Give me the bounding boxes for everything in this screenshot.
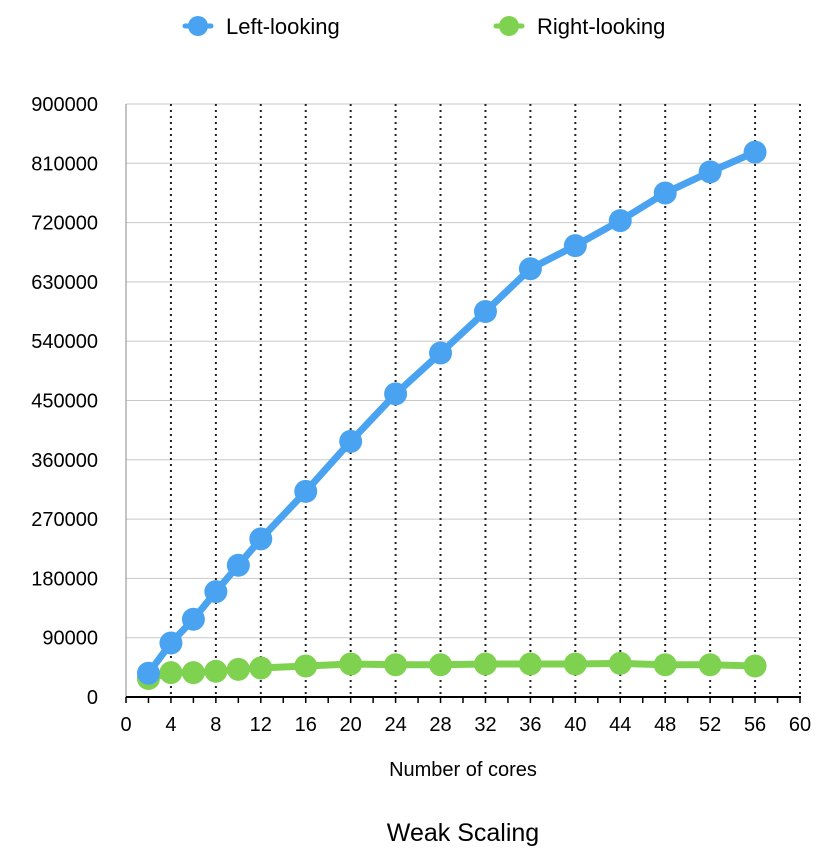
y-tick-label: 720000 — [31, 213, 98, 235]
series-line-left-looking — [144, 148, 759, 677]
axes — [125, 104, 801, 703]
x-tick-label: 36 — [519, 714, 541, 736]
x-tick-label: 12 — [250, 714, 272, 736]
legend-item-right-looking: Right-looking — [493, 14, 665, 39]
y-tick-label: 540000 — [31, 331, 98, 353]
y-tick-label: 90000 — [42, 628, 98, 650]
data-point-left-looking — [294, 479, 318, 503]
data-point-right-looking — [518, 652, 542, 676]
series-right-looking — [136, 651, 767, 691]
series-left-looking — [136, 140, 767, 685]
grid — [126, 103, 801, 697]
data-point-right-looking — [743, 654, 767, 678]
data-point-left-looking — [226, 553, 250, 577]
y-tick-label: 450000 — [31, 391, 98, 413]
x-tick-label: 24 — [384, 714, 406, 736]
legend-swatch-marker — [188, 16, 208, 36]
legend-swatch-marker — [499, 16, 519, 36]
data-point-right-looking — [384, 653, 408, 677]
y-tick-label: 0 — [87, 687, 98, 709]
y-tick-label: 180000 — [31, 568, 98, 590]
data-point-left-looking — [563, 234, 587, 258]
x-tick-label: 40 — [564, 714, 586, 736]
data-point-right-looking — [294, 654, 318, 678]
data-point-left-looking — [518, 257, 542, 281]
data-point-left-looking — [608, 209, 632, 233]
chart-title: Weak Scaling — [387, 819, 539, 847]
x-tick-label: 8 — [210, 714, 221, 736]
data-point-right-looking — [429, 653, 453, 677]
data-point-left-looking — [653, 181, 677, 205]
data-point-right-looking — [204, 659, 228, 683]
x-tick-label: 20 — [340, 714, 362, 736]
data-point-left-looking — [384, 382, 408, 406]
x-tick-label: 28 — [429, 714, 451, 736]
data-point-left-looking — [698, 160, 722, 184]
x-tick-label: 0 — [120, 714, 131, 736]
y-tick-labels: 0 90000 180000 270000 360000 450000 540000 6300… — [31, 94, 98, 709]
y-tick-label: 360000 — [31, 450, 98, 472]
data-point-left-looking — [181, 607, 205, 631]
x-axis-label: Number of cores — [389, 759, 537, 781]
data-point-left-looking — [429, 341, 453, 365]
legend-item-left-looking: Left-looking — [182, 14, 340, 39]
data-point-left-looking — [473, 300, 497, 324]
x-tick-label: 16 — [295, 714, 317, 736]
data-point-left-looking — [204, 580, 228, 604]
legend-label: Left-looking — [226, 14, 340, 39]
y-tick-label: 630000 — [31, 272, 98, 294]
data-point-right-looking — [249, 656, 273, 680]
data-point-right-looking — [181, 661, 205, 685]
x-tick-label: 56 — [744, 714, 766, 736]
x-tick-label: 60 — [789, 714, 811, 736]
data-point-right-looking — [653, 653, 677, 677]
x-tick-labels: 0 4 8 12 16 20 24 28 32 36 40 44 48 52 56 60 — [120, 714, 811, 736]
x-tick-label: 32 — [474, 714, 496, 736]
data-point-right-looking — [608, 651, 632, 675]
y-tick-label: 270000 — [31, 509, 98, 531]
x-tick-label: 52 — [699, 714, 721, 736]
data-point-right-looking — [563, 652, 587, 676]
data-point-left-looking — [743, 140, 767, 164]
data-point-right-looking — [159, 661, 183, 685]
legend-label: Right-looking — [537, 14, 665, 39]
series-layer — [136, 140, 767, 691]
data-point-left-looking — [249, 527, 273, 551]
legend: Left-looking Right-looking — [182, 14, 665, 39]
data-point-right-looking — [473, 652, 497, 676]
y-tick-label: 900000 — [31, 94, 98, 116]
data-point-left-looking — [159, 631, 183, 655]
data-point-right-looking — [226, 657, 250, 681]
data-point-left-looking — [339, 429, 363, 453]
data-point-right-looking — [339, 652, 363, 676]
y-tick-label: 810000 — [31, 153, 98, 175]
x-tick-label: 44 — [609, 714, 631, 736]
data-point-left-looking — [136, 661, 160, 685]
data-point-right-looking — [698, 653, 722, 677]
x-tick-label: 48 — [654, 714, 676, 736]
x-tick-label: 4 — [165, 714, 176, 736]
